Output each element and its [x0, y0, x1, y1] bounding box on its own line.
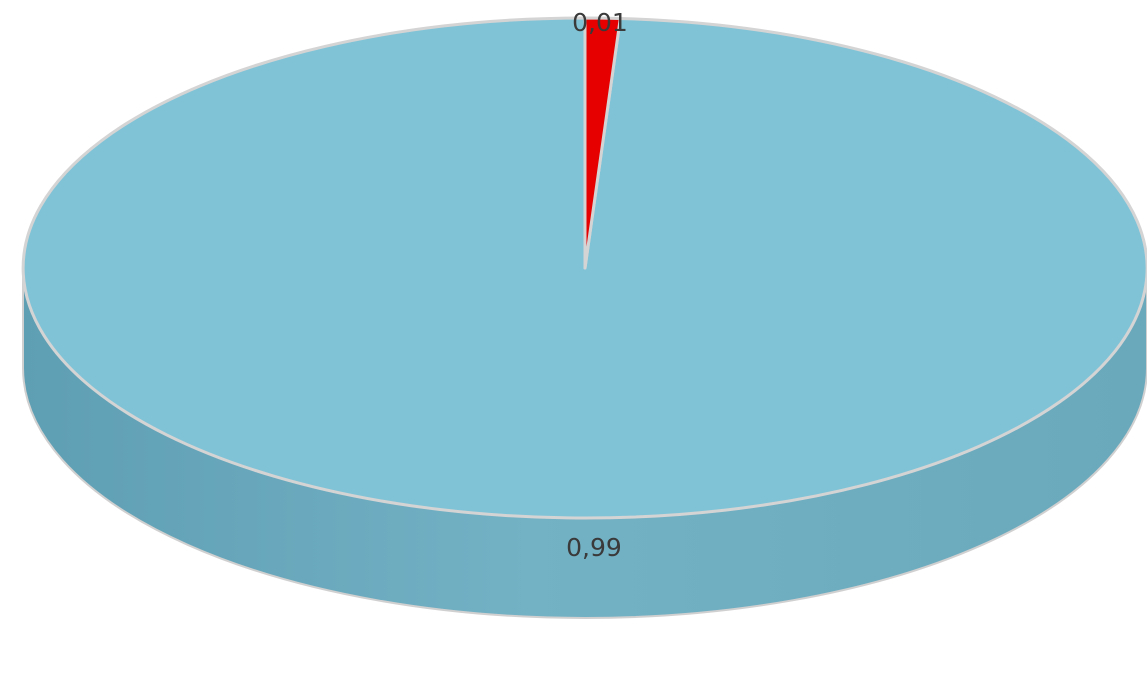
- data-label-slice-small: 0,01: [572, 8, 628, 37]
- data-label-slice-large: 0,99: [566, 533, 622, 562]
- pie-slice-1: [583, 16, 622, 270]
